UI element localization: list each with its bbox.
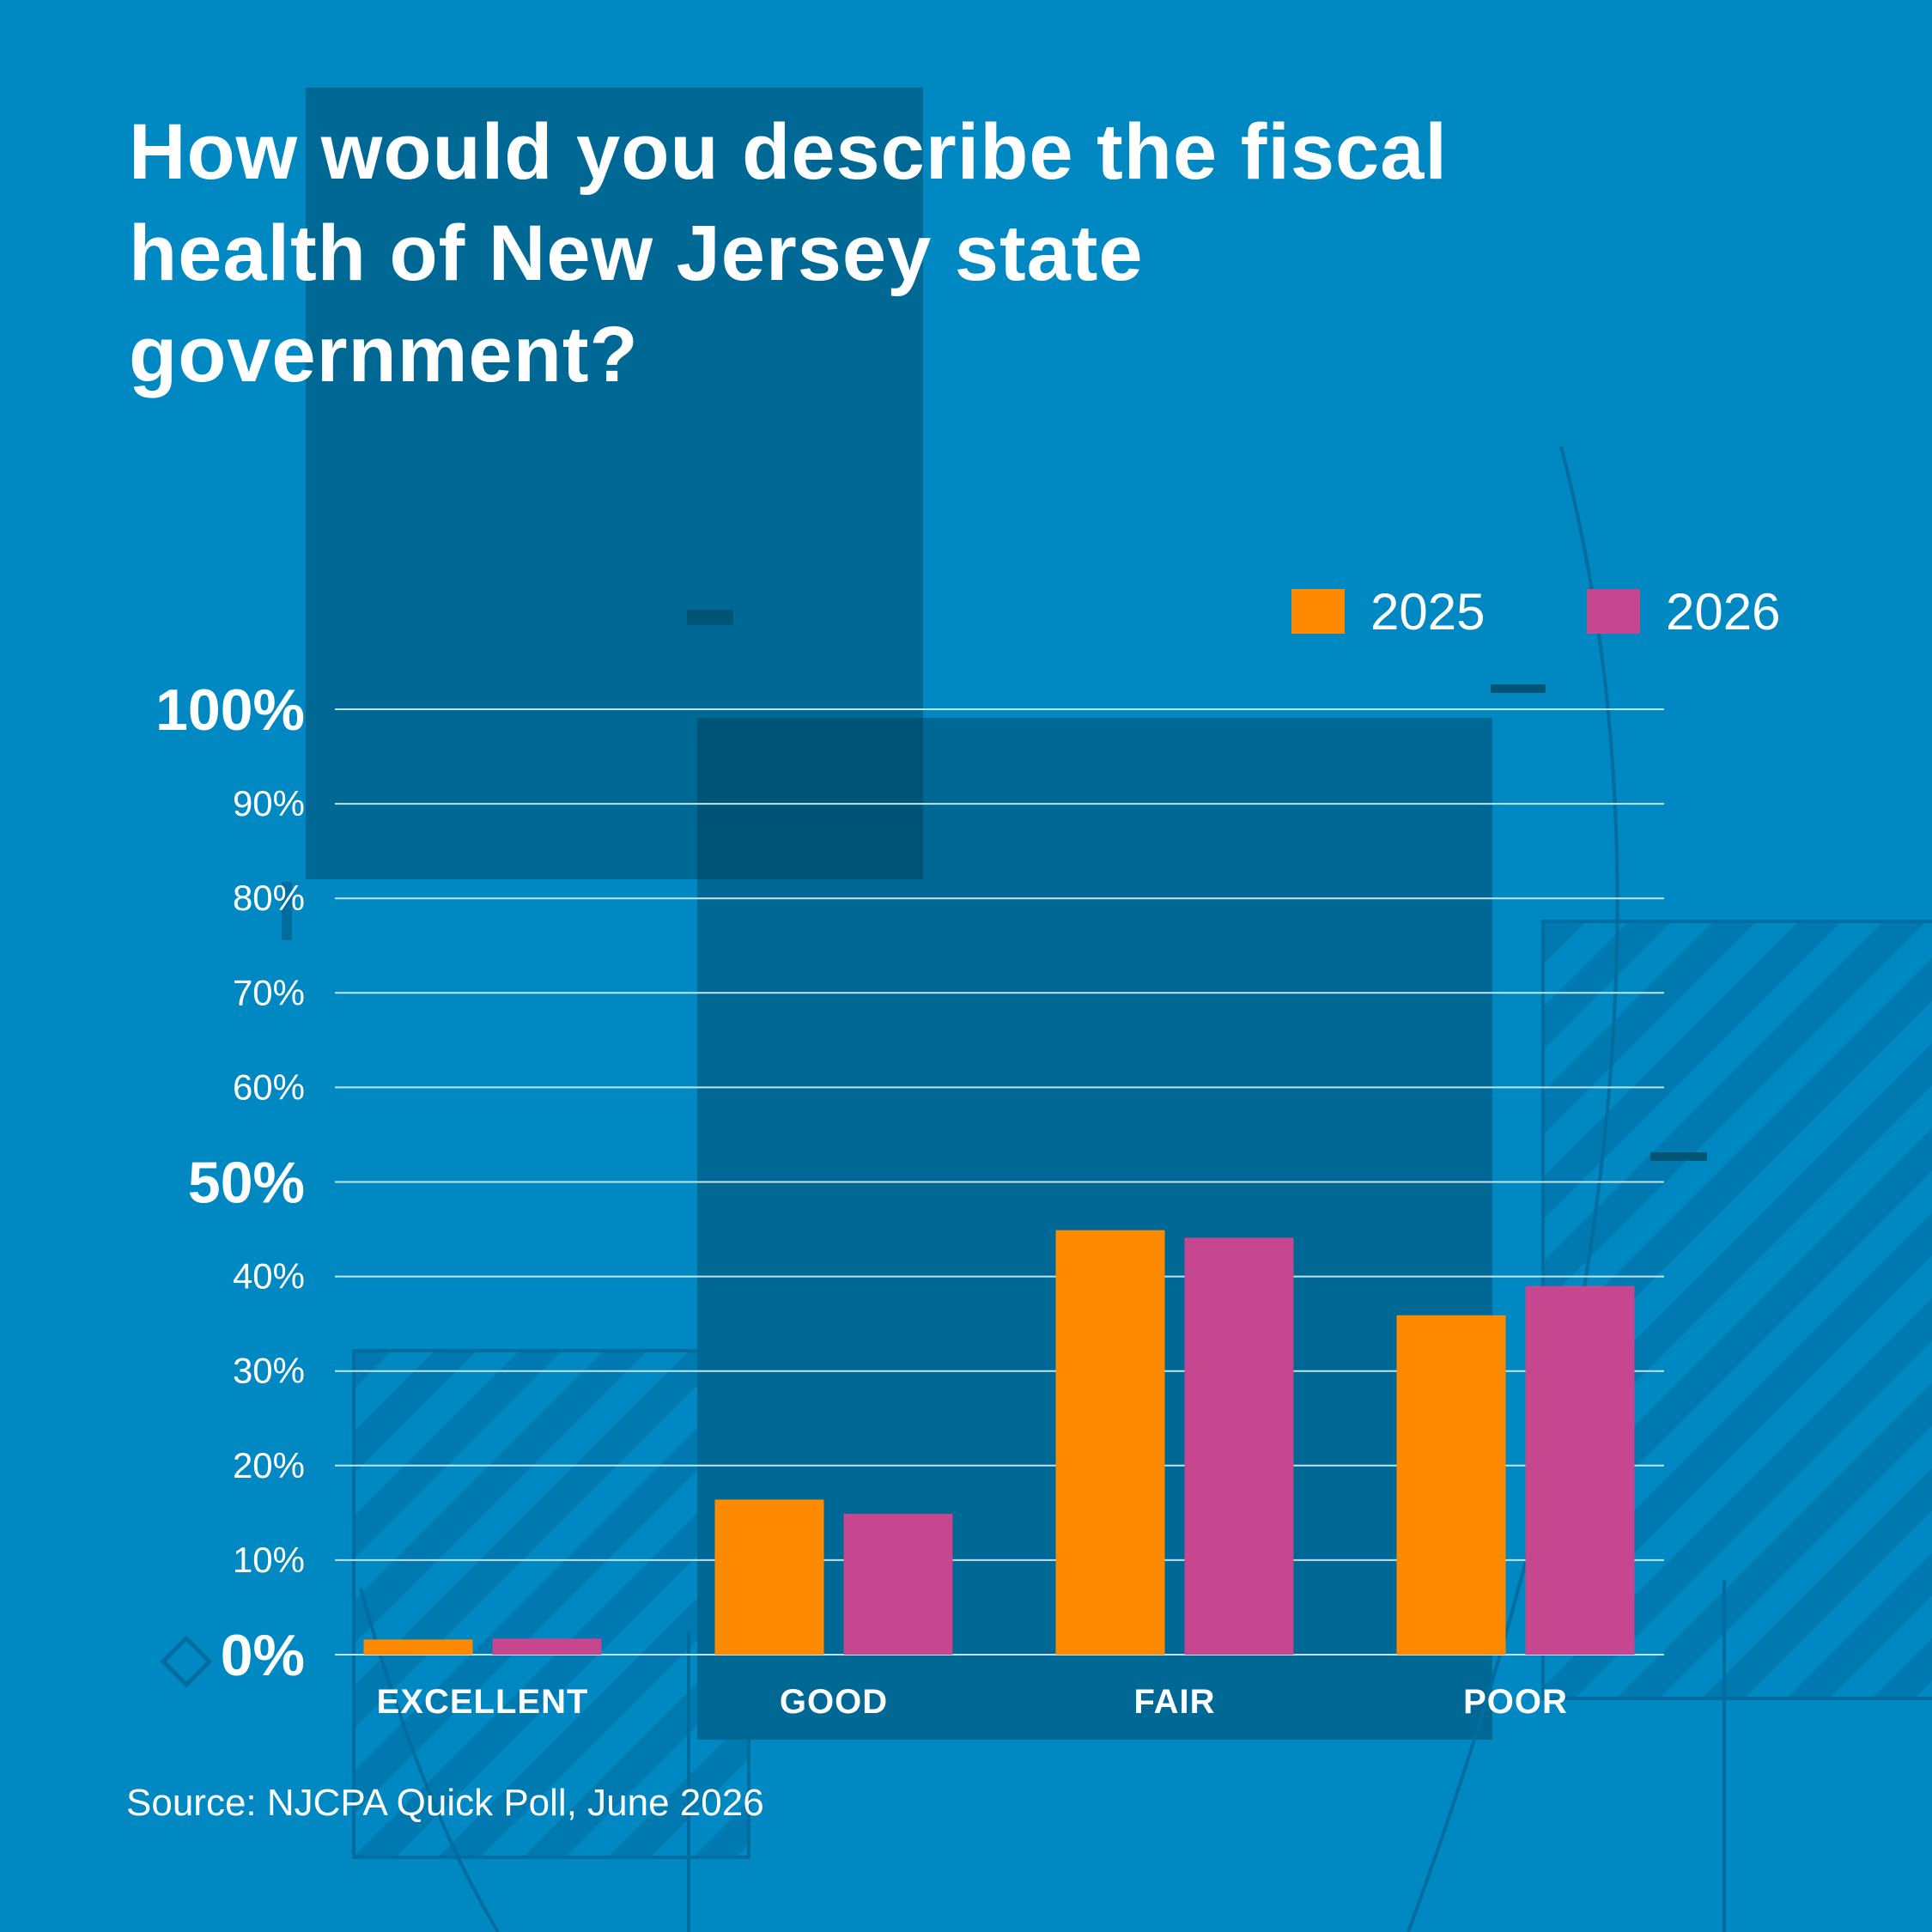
bar-2026-poor <box>1525 1285 1635 1655</box>
bar-2025-poor <box>1396 1315 1506 1655</box>
deco-dash <box>1650 1152 1707 1161</box>
deco-dash <box>1491 684 1546 693</box>
y-tick-label: 90% <box>233 783 305 823</box>
y-tick-label: 80% <box>233 878 305 918</box>
deco-dark-block-overlap <box>697 718 923 879</box>
x-axis-category-labels: EXCELLENT GOOD FAIR POOR <box>377 1683 1568 1721</box>
bar-2025-excellent <box>363 1639 473 1655</box>
bars <box>363 1230 1635 1655</box>
y-tick-label: 10% <box>233 1540 305 1580</box>
bar-2026-good <box>843 1513 953 1655</box>
y-tick-label: 50% <box>188 1151 305 1216</box>
deco-dash <box>687 610 733 625</box>
deco-striped-panel-left <box>354 1351 749 1857</box>
legend-swatch-2025 <box>1291 589 1345 634</box>
y-tick-label: 60% <box>233 1066 305 1107</box>
deco-dash <box>282 882 292 940</box>
bar-2026-excellent <box>492 1638 602 1655</box>
bar-2025-fair <box>1055 1230 1165 1655</box>
x-category-label: EXCELLENT <box>377 1683 589 1721</box>
deco-arc-right <box>1406 446 1619 1932</box>
y-tick-label: 100% <box>155 677 305 743</box>
bar-2025-good <box>714 1499 824 1655</box>
bar-2026-fair <box>1184 1237 1294 1655</box>
y-tick-label: 0% <box>221 1623 305 1688</box>
x-category-label: POOR <box>1463 1683 1568 1721</box>
legend-label: 2025 <box>1370 583 1485 641</box>
source-note: Source: NJCPA Quick Poll, June 2026 <box>126 1782 764 1824</box>
chart-title: How would you describe the fiscal health… <box>129 108 1448 398</box>
diamond-icon <box>160 1635 213 1688</box>
y-tick-label: 40% <box>233 1256 305 1297</box>
y-axis-tick-labels: 100% 90% 80% 70% 60% 50% 40% 30% 20% 10% 0% <box>155 677 305 1688</box>
x-category-label: GOOD <box>780 1683 888 1721</box>
legend: 2025 2026 <box>1291 583 1780 641</box>
x-category-label: FAIR <box>1133 1683 1215 1721</box>
y-tick-label: 20% <box>233 1445 305 1485</box>
legend-label: 2026 <box>1666 583 1780 641</box>
y-tick-label: 70% <box>233 972 305 1012</box>
legend-swatch-2026 <box>1587 589 1640 634</box>
y-tick-label: 30% <box>233 1351 305 1391</box>
